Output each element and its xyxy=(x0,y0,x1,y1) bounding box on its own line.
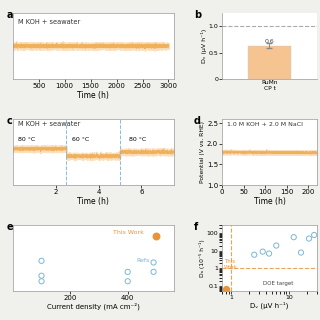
Point xyxy=(125,269,130,275)
Text: Refs: Refs xyxy=(136,259,149,263)
Text: b: b xyxy=(194,10,201,20)
Point xyxy=(223,286,228,291)
Point xyxy=(312,232,317,237)
Text: DOE target: DOE target xyxy=(263,281,293,285)
Text: 60 °C: 60 °C xyxy=(72,137,90,142)
Y-axis label: Dₐ (10⁻⁵ h⁻¹): Dₐ (10⁻⁵ h⁻¹) xyxy=(199,239,205,277)
Text: M KOH + seawater: M KOH + seawater xyxy=(18,20,80,25)
X-axis label: Dᵥ (μV h⁻¹): Dᵥ (μV h⁻¹) xyxy=(250,302,289,309)
Point xyxy=(252,252,257,257)
Point xyxy=(151,269,156,275)
Point xyxy=(154,233,159,238)
Text: M KOH + seawater: M KOH + seawater xyxy=(18,121,80,127)
Point xyxy=(267,251,272,256)
Point xyxy=(39,273,44,278)
Text: f: f xyxy=(194,222,198,232)
Point xyxy=(291,235,296,240)
Point xyxy=(307,236,312,241)
Text: c: c xyxy=(6,116,12,126)
Point xyxy=(299,250,304,255)
Bar xyxy=(248,46,291,79)
Text: 0.6: 0.6 xyxy=(265,38,274,44)
Point xyxy=(39,279,44,284)
Text: This
Work: This Work xyxy=(224,260,238,270)
Point xyxy=(274,243,279,248)
Text: a: a xyxy=(6,10,13,20)
Text: This Work: This Work xyxy=(113,230,144,235)
X-axis label: Time (h): Time (h) xyxy=(77,91,109,100)
Text: 80 °C: 80 °C xyxy=(129,137,146,142)
Point xyxy=(39,258,44,263)
Point xyxy=(260,249,265,254)
Point xyxy=(125,279,130,284)
Text: 1.0 M KOH + 2.0 M NaCl: 1.0 M KOH + 2.0 M NaCl xyxy=(227,122,303,126)
Y-axis label: Potential (V vs. RHE): Potential (V vs. RHE) xyxy=(200,121,205,183)
X-axis label: Time (h): Time (h) xyxy=(77,197,109,206)
Text: e: e xyxy=(6,222,13,232)
X-axis label: Time (h): Time (h) xyxy=(253,197,285,206)
Point xyxy=(151,260,156,265)
Text: d: d xyxy=(194,116,201,126)
X-axis label: Current density (mA cm⁻²): Current density (mA cm⁻²) xyxy=(47,303,140,310)
Text: 80 °C: 80 °C xyxy=(18,137,35,142)
Y-axis label: Dᵥ (μV h⁻¹): Dᵥ (μV h⁻¹) xyxy=(201,29,207,63)
